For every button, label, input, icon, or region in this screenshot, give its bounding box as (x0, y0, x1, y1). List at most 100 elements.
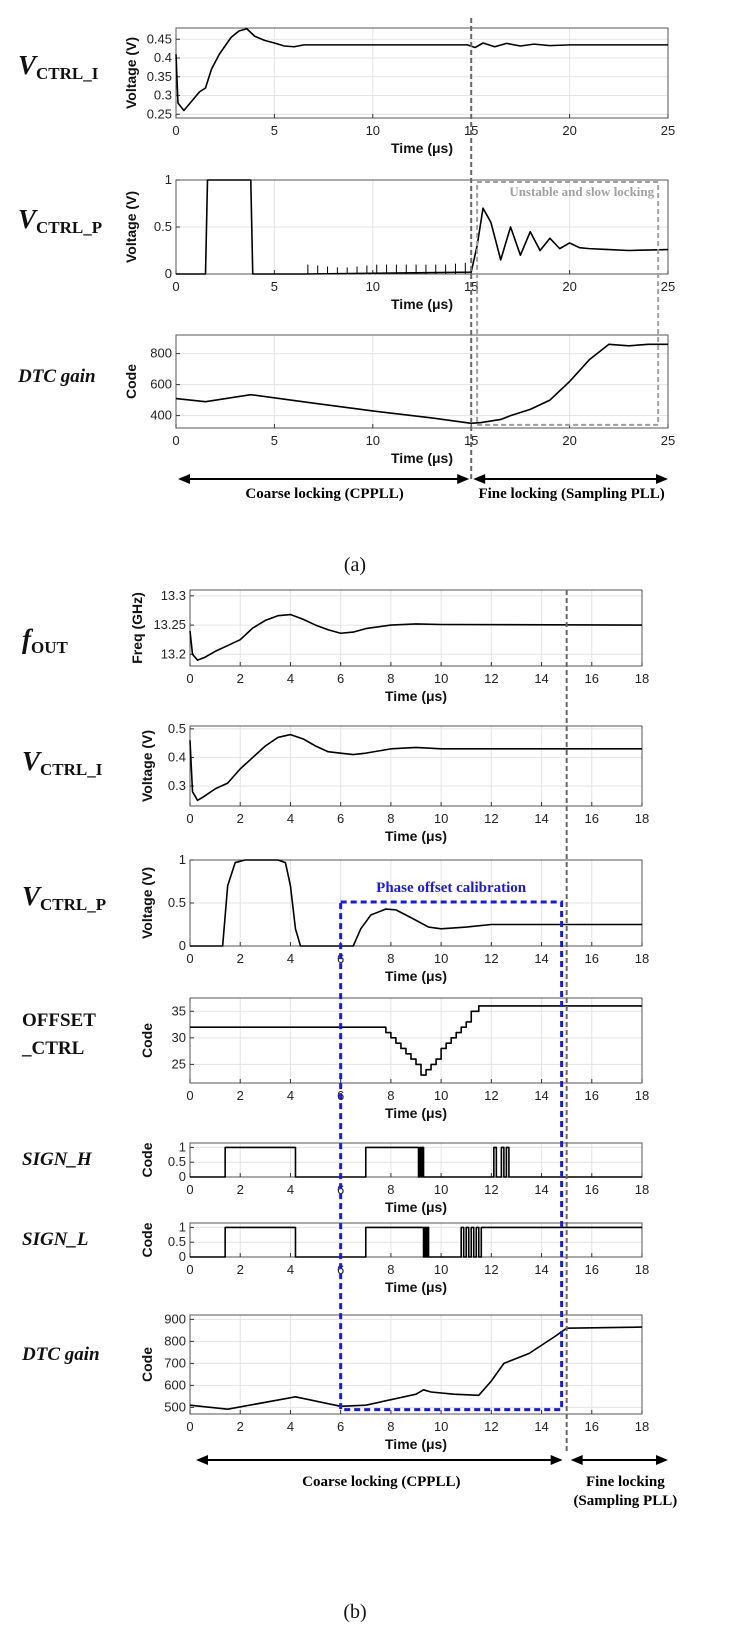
y-tick-label: 500 (164, 1399, 186, 1414)
x-tick-label: 0 (186, 671, 193, 686)
y-axis-label: Code (139, 1347, 155, 1382)
coarse-arrow-a-head-right (457, 474, 470, 484)
plot-frame (189, 997, 643, 1084)
y-tick-label: 0.35 (147, 69, 172, 84)
row-label: DTC gain (17, 366, 96, 387)
x-tick-label: 14 (534, 811, 548, 826)
x-tick-label: 10 (434, 1182, 448, 1197)
calibration-box (339, 900, 564, 1412)
fine-arrow-a-head-left (473, 474, 486, 484)
y-tick-label: 600 (164, 1377, 186, 1392)
coarse-label-b: Coarse locking (CPPLL) (302, 1474, 460, 1490)
y-tick-label: 13.2 (161, 646, 186, 661)
x-tick-label: 5 (271, 123, 278, 138)
x-axis-label: Time (μs) (391, 296, 453, 312)
x-tick-label: 6 (337, 1419, 344, 1434)
x-tick-label: 14 (534, 1182, 548, 1197)
series-line (189, 1326, 643, 1410)
x-axis-label: Time (μs) (385, 1436, 447, 1452)
y-tick-label: 400 (150, 408, 172, 423)
plot-b_vctrl_i: 0 2 4 6 8 10 12 14 16 18 0.3 0.4 0.5 Time (μs) Voltage… (22, 721, 649, 844)
y-tick-label: 0.5 (168, 895, 186, 910)
coarse-arrow-a-head-left (178, 474, 190, 484)
unstable-label: Unstable and slow locking (509, 184, 654, 199)
plot-a_dtc: 0 5 10 15 20 25 400 600 800 Time (μs) Code DTC gain (17, 334, 675, 466)
x-tick-label: 10 (434, 811, 448, 826)
x-tick-label: 16 (585, 671, 599, 686)
x-tick-label: 16 (585, 1182, 599, 1197)
x-tick-label: 14 (534, 951, 548, 966)
x-tick-label: 0 (186, 1262, 193, 1277)
y-tick-label: 700 (164, 1355, 186, 1370)
y-tick-label: 35 (172, 1003, 186, 1018)
y-tick-label: 900 (164, 1311, 186, 1326)
x-tick-label: 25 (661, 433, 675, 448)
x-tick-label: 0 (186, 1088, 193, 1103)
x-tick-label: 10 (434, 671, 448, 686)
series-line (189, 613, 643, 661)
x-tick-label: 14 (534, 1088, 548, 1103)
series-line (176, 179, 669, 275)
y-tick-label: 0.4 (168, 749, 186, 764)
x-axis-label: Time (μs) (385, 1279, 447, 1295)
plot-frame (189, 1142, 643, 1178)
x-tick-label: 12 (484, 671, 498, 686)
row-label: SIGN_H (22, 1149, 93, 1170)
row-label-main: SIGN_H (22, 1149, 93, 1170)
x-tick-label: 5 (271, 433, 278, 448)
fine-arrow-b-head-left (570, 1455, 583, 1465)
y-tick-label: 0.25 (147, 106, 172, 121)
y-tick-label: 0.3 (154, 88, 172, 103)
x-tick-label: 6 (337, 671, 344, 686)
x-tick-label: 10 (434, 1419, 448, 1434)
y-tick-label: 0 (165, 266, 172, 281)
x-tick-label: 0 (172, 123, 179, 138)
x-tick-label: 16 (585, 1419, 599, 1434)
x-tick-label: 14 (534, 1419, 548, 1434)
x-tick-label: 12 (484, 1262, 498, 1277)
row-label-line: OFFSET (22, 1010, 96, 1031)
x-tick-label: 10 (366, 279, 380, 294)
coarse-arrow-b-head-right (550, 1455, 563, 1465)
calibration-label: Phase offset calibration (376, 880, 527, 896)
y-axis-label: Code (139, 1142, 155, 1177)
coarse-label-a: Coarse locking (CPPLL) (245, 486, 403, 502)
x-tick-label: 6 (337, 1262, 344, 1277)
y-tick-label: 25 (172, 1056, 186, 1071)
row-label-main: V (18, 204, 38, 234)
row-label-sub: CTRL_I (40, 760, 103, 779)
plot-b_sign_h: 0 2 4 6 8 10 12 14 16 18 00.51 Time (μs) Code SIGN_H (22, 1139, 649, 1215)
plot-frame (189, 1314, 643, 1415)
x-tick-label: 5 (271, 279, 278, 294)
x-tick-label: 12 (484, 951, 498, 966)
plot-frame (175, 334, 669, 429)
plot-frame (189, 725, 643, 807)
x-tick-label: 0 (186, 1182, 193, 1197)
y-tick-label: 1 (179, 852, 186, 867)
x-tick-label: 12 (484, 1088, 498, 1103)
series-line (189, 733, 642, 802)
row-label-sub: OUT (31, 638, 69, 657)
fine-arrow-a-head-right (656, 474, 668, 484)
fine-label-b-1: Fine locking (586, 1474, 665, 1490)
fine-label-b-2: (Sampling PLL) (573, 1493, 677, 1509)
x-tick-label: 10 (434, 951, 448, 966)
x-tick-label: 10 (366, 123, 380, 138)
x-tick-label: 2 (237, 811, 244, 826)
y-tick-label: 13.3 (161, 588, 186, 603)
x-tick-label: 0 (172, 279, 179, 294)
x-axis-label: Time (μs) (385, 828, 447, 844)
row-label-main: DTC gain (21, 1344, 100, 1365)
row-label-main: V (18, 50, 38, 80)
y-tick-label: 30 (172, 1030, 186, 1045)
unstable-box (476, 181, 660, 426)
x-tick-label: 2 (237, 1182, 244, 1197)
x-tick-label: 18 (635, 1182, 649, 1197)
row-label: VCTRL_P (22, 881, 106, 914)
x-tick-label: 8 (387, 1419, 394, 1434)
x-tick-label: 0 (186, 811, 193, 826)
x-tick-label: 4 (287, 1419, 294, 1434)
x-tick-label: 2 (237, 1262, 244, 1277)
series-line (190, 1005, 642, 1076)
